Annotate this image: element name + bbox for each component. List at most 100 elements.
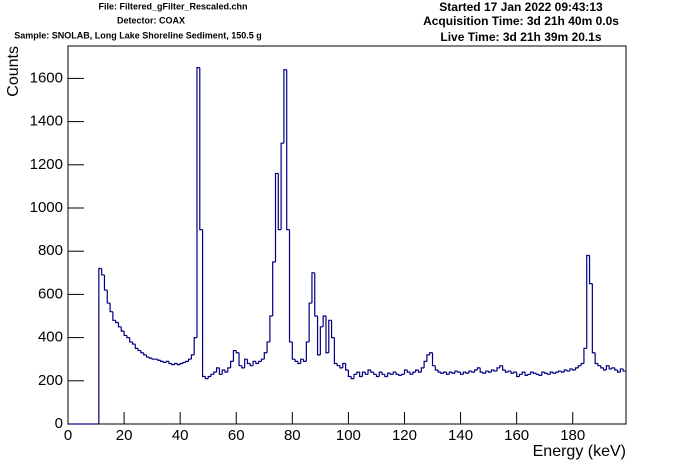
histogram-bin	[611, 367, 615, 369]
histogram-bin	[333, 337, 338, 365]
histogram-bin	[488, 371, 492, 373]
y-tick-label: 400	[38, 329, 63, 346]
histogram-bin	[594, 352, 598, 365]
histogram-bin	[591, 283, 596, 354]
histogram-bin	[541, 371, 545, 376]
histogram-bin	[434, 365, 439, 371]
histogram-bin	[524, 372, 528, 376]
histogram-bin	[429, 352, 433, 355]
histogram-bin	[420, 367, 425, 373]
histogram-bin	[123, 331, 127, 337]
histogram-bin	[454, 370, 458, 374]
histogram-bin	[437, 370, 441, 373]
histogram-bin	[546, 373, 551, 375]
histogram-bin	[207, 375, 212, 379]
histogram-bin	[230, 360, 234, 368]
histogram-bin	[468, 370, 472, 374]
x-axis-label: Energy (keV)	[533, 443, 626, 460]
histogram-bin	[302, 359, 307, 362]
histogram-bin	[330, 320, 335, 339]
histogram-bin	[176, 363, 181, 366]
histogram-bin	[572, 368, 576, 371]
histogram-bin	[300, 358, 304, 364]
histogram-bin	[235, 350, 240, 354]
histogram-bin	[370, 370, 374, 373]
histogram-bin	[143, 352, 147, 356]
histogram-bin	[566, 370, 570, 372]
histogram-bin	[196, 67, 200, 338]
histogram-bin	[201, 229, 206, 378]
histogram-bin	[496, 367, 500, 372]
histogram-bin	[507, 370, 512, 373]
histogram-bin	[588, 255, 593, 285]
histogram-bin	[106, 290, 111, 304]
y-tick-label: 200	[38, 372, 63, 389]
histogram-bin	[185, 360, 189, 363]
histogram-bin	[485, 370, 489, 374]
histogram-bin	[359, 372, 363, 378]
histogram-bin	[120, 326, 125, 332]
histogram-bin	[280, 142, 284, 230]
histogram-bin	[462, 371, 467, 375]
histogram-bin	[431, 352, 436, 367]
histogram-bin	[241, 365, 245, 369]
histogram-bin	[350, 376, 355, 380]
histogram-bin	[558, 370, 562, 373]
histogram-bin	[168, 361, 172, 365]
histogram-bin	[101, 268, 105, 276]
histogram-bin	[252, 360, 256, 366]
histogram-bin	[218, 367, 223, 375]
histogram-bin	[216, 367, 220, 373]
histogram-bin	[126, 335, 130, 339]
histogram-bin	[577, 365, 582, 368]
histogram-bin	[227, 367, 231, 373]
histogram-bin	[499, 365, 503, 368]
histogram-bin	[232, 349, 237, 362]
histogram-bin	[476, 367, 481, 370]
histogram-bin	[384, 374, 388, 378]
x-tick-label: 60	[228, 427, 245, 444]
histogram-bin	[616, 370, 621, 373]
histogram-bin	[115, 320, 119, 324]
histogram-bin	[157, 359, 161, 361]
histogram-bin	[263, 352, 268, 360]
x-tick-label: 20	[116, 427, 133, 444]
histogram-bin	[518, 373, 523, 377]
histogram-bin	[516, 372, 520, 378]
histogram-bin	[364, 372, 369, 375]
histogram-bin	[445, 372, 450, 375]
y-tick-label: 800	[38, 242, 63, 259]
y-tick-label: 1000	[30, 199, 63, 216]
histogram-bin	[291, 341, 296, 360]
histogram-bin	[440, 372, 444, 374]
histogram-bin	[530, 371, 534, 375]
histogram-bin	[294, 359, 298, 362]
histogram-bin	[288, 229, 293, 343]
histogram-bin	[605, 365, 610, 370]
histogram-bin	[378, 371, 383, 377]
histogram-bin	[552, 372, 556, 374]
header-live: Live Time: 3d 21h 39m 20.1s	[440, 30, 602, 44]
histogram-bin	[457, 371, 461, 373]
histogram-bin	[182, 361, 186, 364]
x-tick-label: 0	[64, 427, 72, 444]
histogram-bin	[459, 372, 464, 375]
histogram-bin	[409, 372, 413, 375]
histogram-bin	[502, 365, 506, 371]
histogram-bin	[482, 372, 486, 374]
x-tick-label: 120	[392, 427, 417, 444]
histogram-bin	[179, 362, 183, 365]
x-tick-label: 40	[172, 427, 189, 444]
header-sample: Sample: SNOLAB, Long Lake Shoreline Sedi…	[14, 30, 262, 40]
histogram-bin	[423, 360, 427, 368]
histogram-bin	[465, 372, 469, 374]
histogram-bin	[269, 315, 273, 342]
histogram-bin	[342, 362, 346, 368]
histogram-bin	[98, 267, 102, 424]
histogram-bin	[112, 311, 116, 321]
histogram-bin	[255, 361, 259, 365]
histogram-bin	[367, 369, 371, 375]
histogram-bin	[103, 274, 108, 291]
y-tick-label: 600	[38, 285, 63, 302]
